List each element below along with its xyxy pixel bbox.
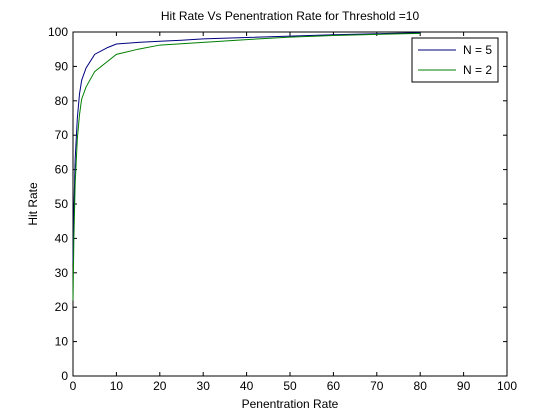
legend: N = 5 N = 2 (411, 37, 499, 83)
y-tick-label: 50 (55, 197, 69, 211)
y-tick-label: 90 (55, 59, 69, 73)
x-axis: 0 10 20 30 40 50 60 70 80 90 100 (70, 32, 517, 393)
x-tick-label: 90 (457, 379, 471, 393)
x-tick-label: 10 (110, 379, 124, 393)
x-tick-label: 50 (283, 379, 297, 393)
x-tick-label: 0 (70, 379, 77, 393)
legend-box (411, 37, 499, 83)
series-lines (72, 32, 421, 301)
x-tick-label: 30 (197, 379, 211, 393)
chart-title: Hit Rate Vs Penentration Rate for Thresh… (161, 9, 420, 23)
series-line-n-2 (72, 32, 421, 301)
x-tick-label: 100 (497, 379, 517, 393)
y-tick-label: 60 (55, 163, 69, 177)
plot-area (72, 31, 508, 377)
y-tick-label: 70 (55, 128, 69, 142)
y-tick-label: 100 (48, 25, 68, 39)
x-axis-label: Penentration Rate (242, 397, 339, 411)
series-line-n-5 (72, 32, 421, 263)
y-axis-label: Hit Rate (26, 182, 40, 226)
x-tick-label: 70 (370, 379, 384, 393)
x-tick-label: 20 (153, 379, 167, 393)
legend-label-n2: N = 2 (463, 63, 492, 77)
y-tick-label: 0 (61, 369, 68, 383)
x-tick-label: 40 (240, 379, 254, 393)
x-tick-label: 80 (414, 379, 428, 393)
y-axis: 0 10 20 30 40 50 60 70 80 90 100 (48, 25, 507, 383)
y-tick-label: 30 (55, 266, 69, 280)
y-tick-label: 80 (55, 94, 69, 108)
y-tick-label: 40 (55, 231, 69, 245)
x-tick-label: 60 (327, 379, 341, 393)
y-tick-label: 20 (55, 300, 69, 314)
y-tick-label: 10 (55, 335, 69, 349)
legend-label-n5: N = 5 (463, 43, 492, 57)
